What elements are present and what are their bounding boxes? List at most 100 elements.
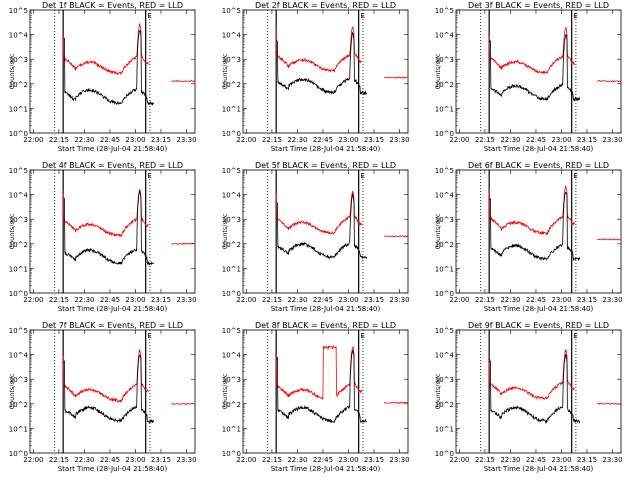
- lld-series-line: [274, 190, 362, 235]
- x-tick-label: 23:30: [176, 136, 196, 144]
- x-tick-label: 23:00: [551, 296, 571, 304]
- x-tick-label: 22:30: [74, 456, 94, 464]
- lld-series-line: [487, 26, 575, 75]
- y-tick-label: 10^2: [435, 81, 454, 89]
- y-tick-label: 10^2: [435, 241, 454, 249]
- y-tick-label: 10^1: [435, 105, 454, 113]
- y-tick-label: 10^3: [222, 56, 241, 64]
- x-tick-label: 23:15: [364, 456, 384, 464]
- y-tick-label: 10^3: [435, 56, 454, 64]
- lld-tail-line: [171, 402, 196, 405]
- x-tick-label: 23:00: [338, 296, 358, 304]
- y-tick-label: 10^1: [9, 105, 28, 113]
- y-tick-label: 10^4: [435, 352, 455, 360]
- plot-frame: [29, 169, 196, 294]
- x-axis-label: Start Time (28-Jul-04 21:58:40): [271, 305, 381, 313]
- events-series-line: [63, 191, 155, 266]
- x-tick-label: 22:00: [236, 136, 256, 144]
- x-tick-label: 22:15: [475, 136, 495, 144]
- x-axis-label: Start Time (28-Jul-04 21:58:40): [58, 145, 168, 153]
- x-tick-label: 23:00: [125, 456, 145, 464]
- y-tick-label: 10^1: [222, 105, 241, 113]
- y-tick-label: 10^3: [9, 376, 28, 384]
- y-tick-label: 10^5: [222, 167, 241, 175]
- x-tick-label: 22:15: [475, 456, 495, 464]
- x-tick-label: 23:30: [389, 136, 409, 144]
- lld-tail-line: [597, 238, 622, 241]
- y-tick-label: 10^2: [222, 401, 241, 409]
- x-tick-label: 22:30: [74, 136, 94, 144]
- x-tick-label: 22:30: [287, 456, 307, 464]
- x-tick-label: 22:15: [49, 296, 69, 304]
- y-tick-label: 10^2: [435, 401, 454, 409]
- panel-title: Det 9f BLACK = Events, RED = LLD: [468, 321, 609, 330]
- panel-title: Det 8f BLACK = Events, RED = LLD: [255, 321, 396, 330]
- chart-panel: Det 1f BLACK = Events, RED = LLD 10^0 10^1…: [8, 1, 197, 153]
- chart-panel: Det 9f BLACK = Events, RED = LLD 10^0 10^1…: [434, 321, 623, 473]
- x-tick-label: 22:15: [262, 456, 282, 464]
- events-series-line: [276, 31, 368, 96]
- plot-frame: [29, 9, 196, 134]
- y-axis-label: Counts/sec: [221, 373, 229, 409]
- y-tick-label: 10^0: [435, 450, 454, 458]
- y-tick-label: 10^0: [222, 130, 241, 138]
- lld-series-line: [274, 344, 362, 400]
- x-tick-label: 22:15: [262, 136, 282, 144]
- x-tick-label: 22:00: [449, 456, 469, 464]
- y-tick-label: 10^5: [9, 167, 28, 175]
- x-tick-label: 22:15: [49, 136, 69, 144]
- y-tick-label: 10^4: [222, 32, 242, 40]
- x-tick-label: 22:30: [287, 296, 307, 304]
- lld-series-line: [487, 348, 575, 401]
- marker-label: E: [360, 12, 364, 20]
- x-tick-label: 22:45: [313, 456, 333, 464]
- x-tick-label: 23:00: [338, 136, 358, 144]
- x-tick-label: 22:30: [500, 136, 520, 144]
- plot-frame: [242, 329, 409, 454]
- marker-label: E: [360, 332, 364, 340]
- x-tick-label: 22:45: [526, 136, 546, 144]
- x-tick-label: 22:15: [475, 296, 495, 304]
- x-tick-label: 23:00: [125, 136, 145, 144]
- x-tick-label: 22:30: [287, 136, 307, 144]
- marker-label: E: [147, 172, 151, 180]
- y-axis-label: Counts/sec: [434, 53, 442, 89]
- lld-series-line: [61, 349, 149, 403]
- y-tick-label: 10^5: [9, 327, 28, 335]
- lld-series-line: [488, 184, 575, 236]
- y-tick-label: 10^3: [9, 56, 28, 64]
- y-tick-label: 10^2: [9, 81, 28, 89]
- marker-label: E: [573, 332, 577, 340]
- y-tick-label: 10^3: [435, 216, 454, 224]
- x-tick-label: 23:15: [151, 456, 171, 464]
- chart-panel: Det 4f BLACK = Events, RED = LLD 10^0 10^1…: [8, 161, 197, 313]
- y-tick-label: 10^1: [9, 425, 28, 433]
- marker-label: E: [573, 172, 577, 180]
- plot-frame: [242, 169, 409, 294]
- x-tick-label: 23:15: [364, 136, 384, 144]
- x-tick-label: 23:00: [338, 456, 358, 464]
- y-tick-label: 10^4: [9, 192, 29, 200]
- plot-frame: [455, 329, 622, 454]
- chart-panel: Det 7f BLACK = Events, RED = LLD 10^0 10^1…: [8, 321, 197, 473]
- plot-frame: [455, 9, 622, 134]
- x-tick-label: 22:45: [526, 296, 546, 304]
- chart-panel: Det 8f BLACK = Events, RED = LLD 10^0 10^1…: [221, 321, 410, 473]
- y-tick-label: 10^5: [9, 7, 28, 15]
- x-tick-label: 22:45: [526, 456, 546, 464]
- marker-label: E: [147, 12, 151, 20]
- y-axis-label: Counts/sec: [434, 213, 442, 249]
- marker-label: E: [147, 332, 151, 340]
- x-tick-label: 22:30: [74, 296, 94, 304]
- x-tick-label: 23:15: [577, 456, 597, 464]
- x-axis-label: Start Time (28-Jul-04 21:58:40): [58, 305, 168, 313]
- events-series-line: [489, 34, 581, 102]
- x-tick-label: 22:00: [449, 136, 469, 144]
- lld-tail-line: [384, 235, 409, 238]
- x-tick-label: 23:15: [364, 296, 384, 304]
- x-tick-label: 23:30: [602, 136, 622, 144]
- y-tick-label: 10^5: [435, 7, 454, 15]
- y-tick-label: 10^5: [435, 327, 454, 335]
- panel-title: Det 2f BLACK = Events, RED = LLD: [255, 1, 396, 10]
- x-tick-label: 22:30: [500, 456, 520, 464]
